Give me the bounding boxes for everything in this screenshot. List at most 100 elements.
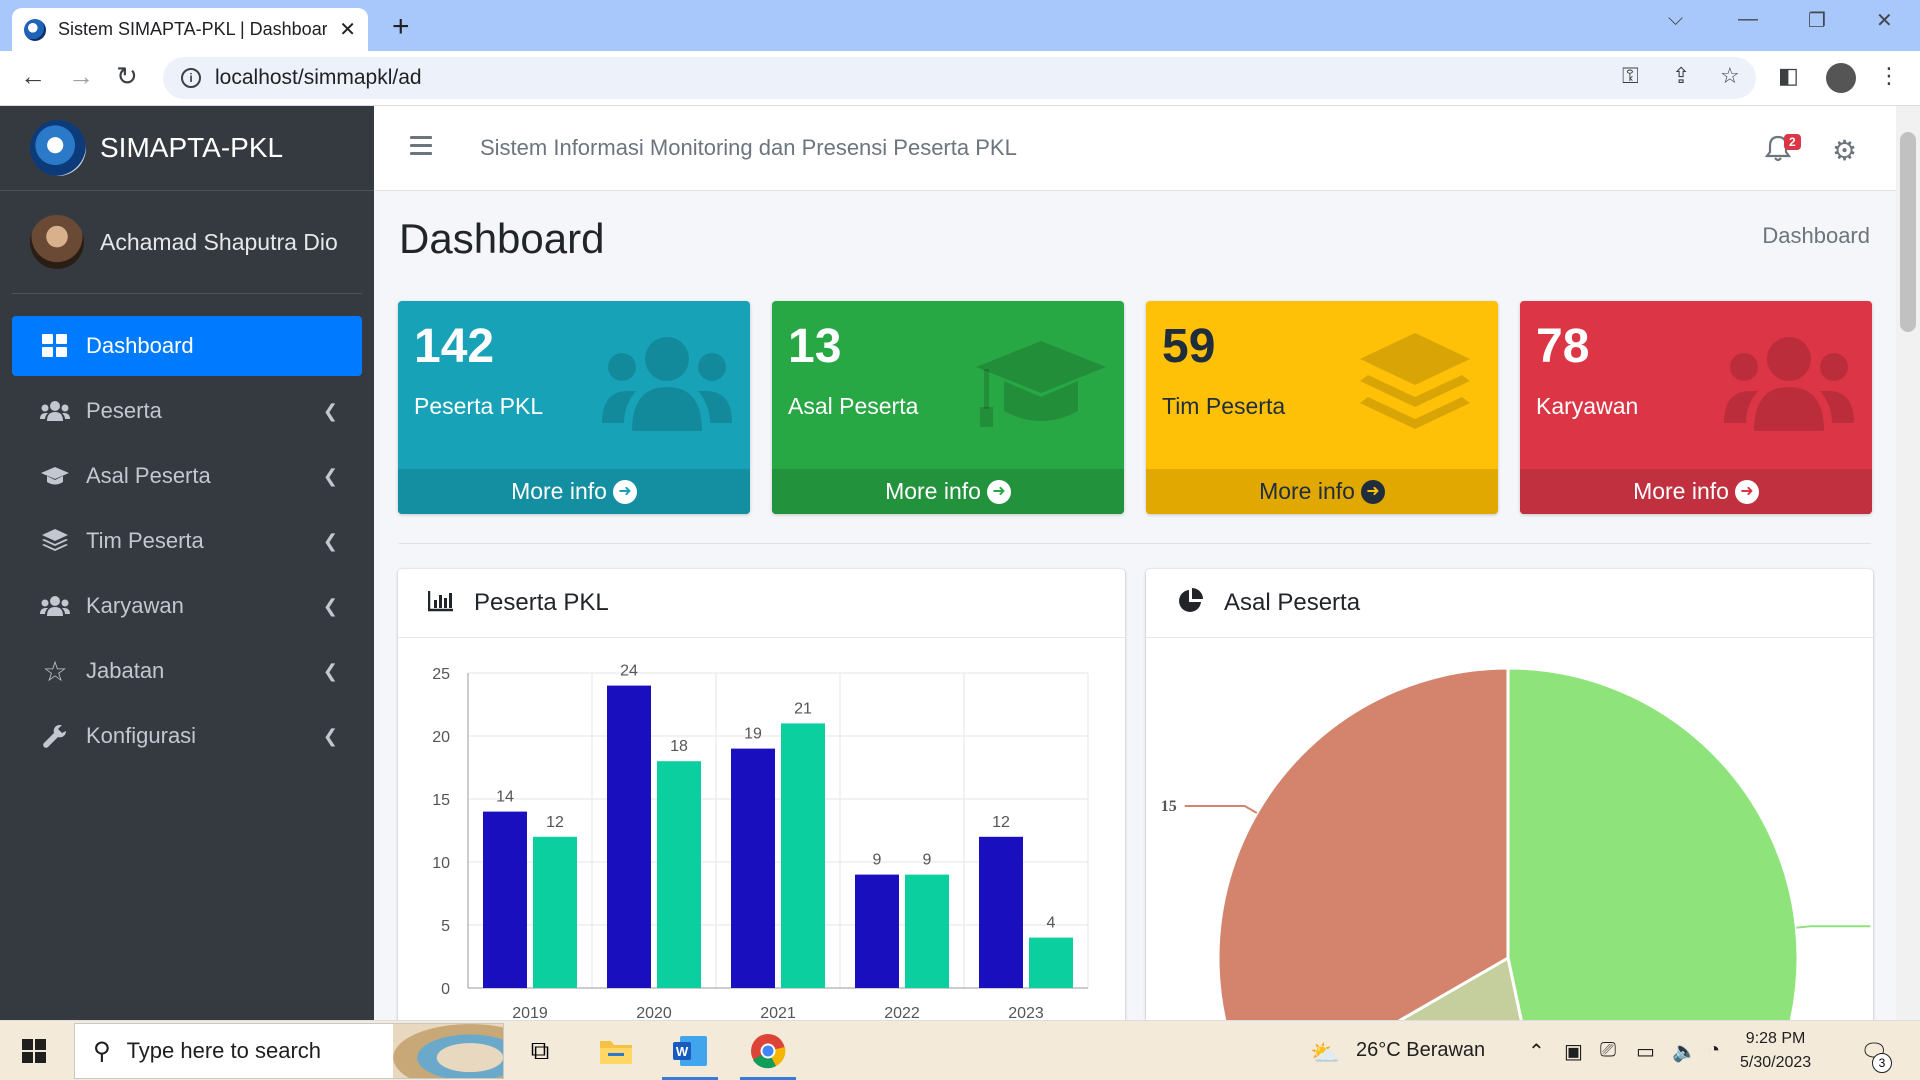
sidebar-item-konfigurasi[interactable]: Konfigurasi ❮ <box>12 706 362 766</box>
window-close-icon[interactable]: ✕ <box>1876 10 1893 32</box>
wifi-icon[interactable]: ◔ <box>1708 1039 1721 1061</box>
x-tick-label: 2019 <box>512 1005 548 1020</box>
page-title: Dashboard <box>399 215 605 262</box>
menu-toggle-icon[interactable] <box>410 136 432 156</box>
y-tick-label: 20 <box>432 729 450 746</box>
more-info-link[interactable]: More info ➜ <box>772 469 1124 514</box>
pie-slice <box>1397 955 1523 1020</box>
chevron-left-icon: ❮ <box>322 530 338 551</box>
bar-data-label: 19 <box>744 726 762 743</box>
restore-icon[interactable]: ❐ <box>1808 10 1826 32</box>
x-tick-label: 2022 <box>884 1005 920 1020</box>
bar-data-label: 4 <box>1047 915 1056 932</box>
bar-data-label: 9 <box>873 852 882 869</box>
card-title: Peserta PKL <box>474 589 609 616</box>
more-info-label: More info <box>1259 478 1355 504</box>
chevron-left-icon: ❮ <box>322 725 338 746</box>
bell-icon[interactable] <box>1764 134 1795 164</box>
chevron-left-icon: ❮ <box>322 465 338 486</box>
sidebar-item-jabatan[interactable]: ☆ Jabatan ❮ <box>12 641 362 701</box>
bookmark-star-icon[interactable]: ☆ <box>1720 63 1740 88</box>
site-favicon-icon <box>24 18 46 41</box>
sidebar-menu: Dashboard Peserta ❮ Asal Peserta ❮ Tim P… <box>0 294 374 766</box>
system-clock[interactable]: 9:28 PM 5/30/2023 <box>1740 1027 1811 1075</box>
forward-arrow-icon[interactable]: → <box>68 61 94 91</box>
y-tick-label: 15 <box>432 792 450 809</box>
browser-tab[interactable]: Sistem SIMAPTA-PKL | Dashboard ✕ <box>12 8 368 51</box>
notification-count-badge: 3 <box>1872 1053 1892 1073</box>
show-hidden-icons-icon[interactable]: ⌃ <box>1528 1041 1545 1063</box>
stat-label: Peserta PKL <box>414 393 544 419</box>
pie-slice <box>1506 666 1800 1020</box>
chart-pie-icon <box>1176 587 1204 620</box>
chevron-left-icon: ❮ <box>322 595 338 616</box>
share-icon[interactable]: ⇪ <box>1672 63 1691 88</box>
page-scrollbar[interactable] <box>1896 106 1920 1020</box>
word-active-indicator <box>662 1077 718 1080</box>
x-tick-label: 2020 <box>636 1005 672 1020</box>
weather-cloud-icon[interactable]: ⛅ <box>1310 1040 1340 1067</box>
bar <box>905 874 949 988</box>
brand-link[interactable]: SIMAPTA-PKL <box>0 106 374 191</box>
y-tick-label: 25 <box>432 666 450 683</box>
sidebar-item-dashboard[interactable]: Dashboard <box>12 316 362 376</box>
new-tab-icon[interactable]: + <box>392 10 410 43</box>
battery-icon[interactable]: ▭ <box>1636 1041 1655 1063</box>
bar-data-label: 24 <box>620 663 638 680</box>
card-header: Peserta PKL <box>398 569 1125 638</box>
sidebar-item-label: Asal Peserta <box>86 463 211 488</box>
scrollbar-thumb[interactable] <box>1900 132 1916 332</box>
browser-tab-strip: Sistem SIMAPTA-PKL | Dashboard ✕ + ⌵ — ❐… <box>0 0 1920 51</box>
sidebar-item-label: Konfigurasi <box>86 723 197 748</box>
sidebar-item-karyawan[interactable]: Karyawan ❮ <box>12 576 362 636</box>
bar <box>781 723 825 988</box>
sidebar-item-label: Jabatan <box>86 658 165 683</box>
back-arrow-icon[interactable]: ← <box>20 61 46 91</box>
layer-group-icon <box>1350 331 1480 441</box>
minimize-icon[interactable]: — <box>1738 8 1758 30</box>
more-info-label: More info <box>1633 478 1729 504</box>
layer-group-icon <box>40 528 70 554</box>
windows-taskbar: ⚲ Type here to search ⧉ W ⛅ 26°C Berawan… <box>0 1020 1920 1080</box>
more-info-link[interactable]: More info ➜ <box>1146 469 1498 514</box>
more-info-link[interactable]: More info ➜ <box>398 469 750 514</box>
reload-icon[interactable]: ↻ <box>116 61 138 91</box>
y-tick-label: 5 <box>441 918 450 935</box>
address-bar[interactable]: i localhost/simmapkl/ad <box>163 57 1756 99</box>
stat-value: 13 <box>788 320 842 373</box>
windows-start-icon[interactable] <box>22 1039 46 1063</box>
bar-chart-card: Peserta PKL 0 5 10 15 20 25 14 12 2019 24 18 2020 19… <box>398 569 1125 1020</box>
more-info-link[interactable]: More info ➜ <box>1520 469 1872 514</box>
site-info-icon[interactable]: i <box>181 68 201 88</box>
breadcrumb[interactable]: Dashboard <box>1762 223 1870 248</box>
meet-now-icon[interactable]: ▣ <box>1564 1041 1583 1063</box>
key-icon[interactable]: ⚿ <box>1622 63 1639 88</box>
sidebar-item-tim-peserta[interactable]: Tim Peserta ❮ <box>12 511 362 571</box>
task-view-icon[interactable]: ⧉ <box>530 1035 550 1065</box>
brand-logo <box>30 120 86 176</box>
sidebar-item-label: Dashboard <box>86 333 194 358</box>
weather-text[interactable]: 26°C Berawan <box>1356 1039 1486 1061</box>
word-icon[interactable]: W <box>670 1031 710 1071</box>
sidebar-item-label: Peserta <box>86 398 162 423</box>
sidebar-item-peserta[interactable]: Peserta ❮ <box>12 381 362 441</box>
tab-search-chevron-icon[interactable]: ⌵ <box>1668 8 1684 30</box>
taskbar-search-box[interactable]: ⚲ Type here to search <box>74 1023 504 1079</box>
user-panel[interactable]: Achamad Shaputra Dio <box>12 191 362 294</box>
card-header: Asal Peserta <box>1146 569 1873 638</box>
sidebar: SIMAPTA-PKL Achamad Shaputra Dio Dashboa… <box>0 106 374 1020</box>
bar <box>1029 937 1073 988</box>
content-area: Dashboard Dashboard 142 Peserta PKL More… <box>374 191 1896 1020</box>
stat-label: Tim Peserta <box>1162 393 1286 419</box>
display-icon[interactable]: ⎚ <box>1600 1039 1616 1061</box>
browser-menu-icon[interactable]: ⋮ <box>1878 63 1900 88</box>
gear-icon[interactable]: ⚙ <box>1832 135 1858 166</box>
volume-icon[interactable]: 🔈 <box>1672 1041 1697 1063</box>
sidebar-item-asal-peserta[interactable]: Asal Peserta ❮ <box>12 446 362 506</box>
profile-avatar-icon[interactable] <box>1826 63 1856 93</box>
file-explorer-icon[interactable] <box>596 1031 636 1071</box>
side-panel-icon[interactable]: ◧ <box>1778 63 1799 88</box>
chrome-icon[interactable] <box>748 1031 788 1071</box>
tab-close-icon[interactable]: ✕ <box>339 19 356 41</box>
main-header: Sistem Informasi Monitoring dan Presensi… <box>374 106 1896 191</box>
